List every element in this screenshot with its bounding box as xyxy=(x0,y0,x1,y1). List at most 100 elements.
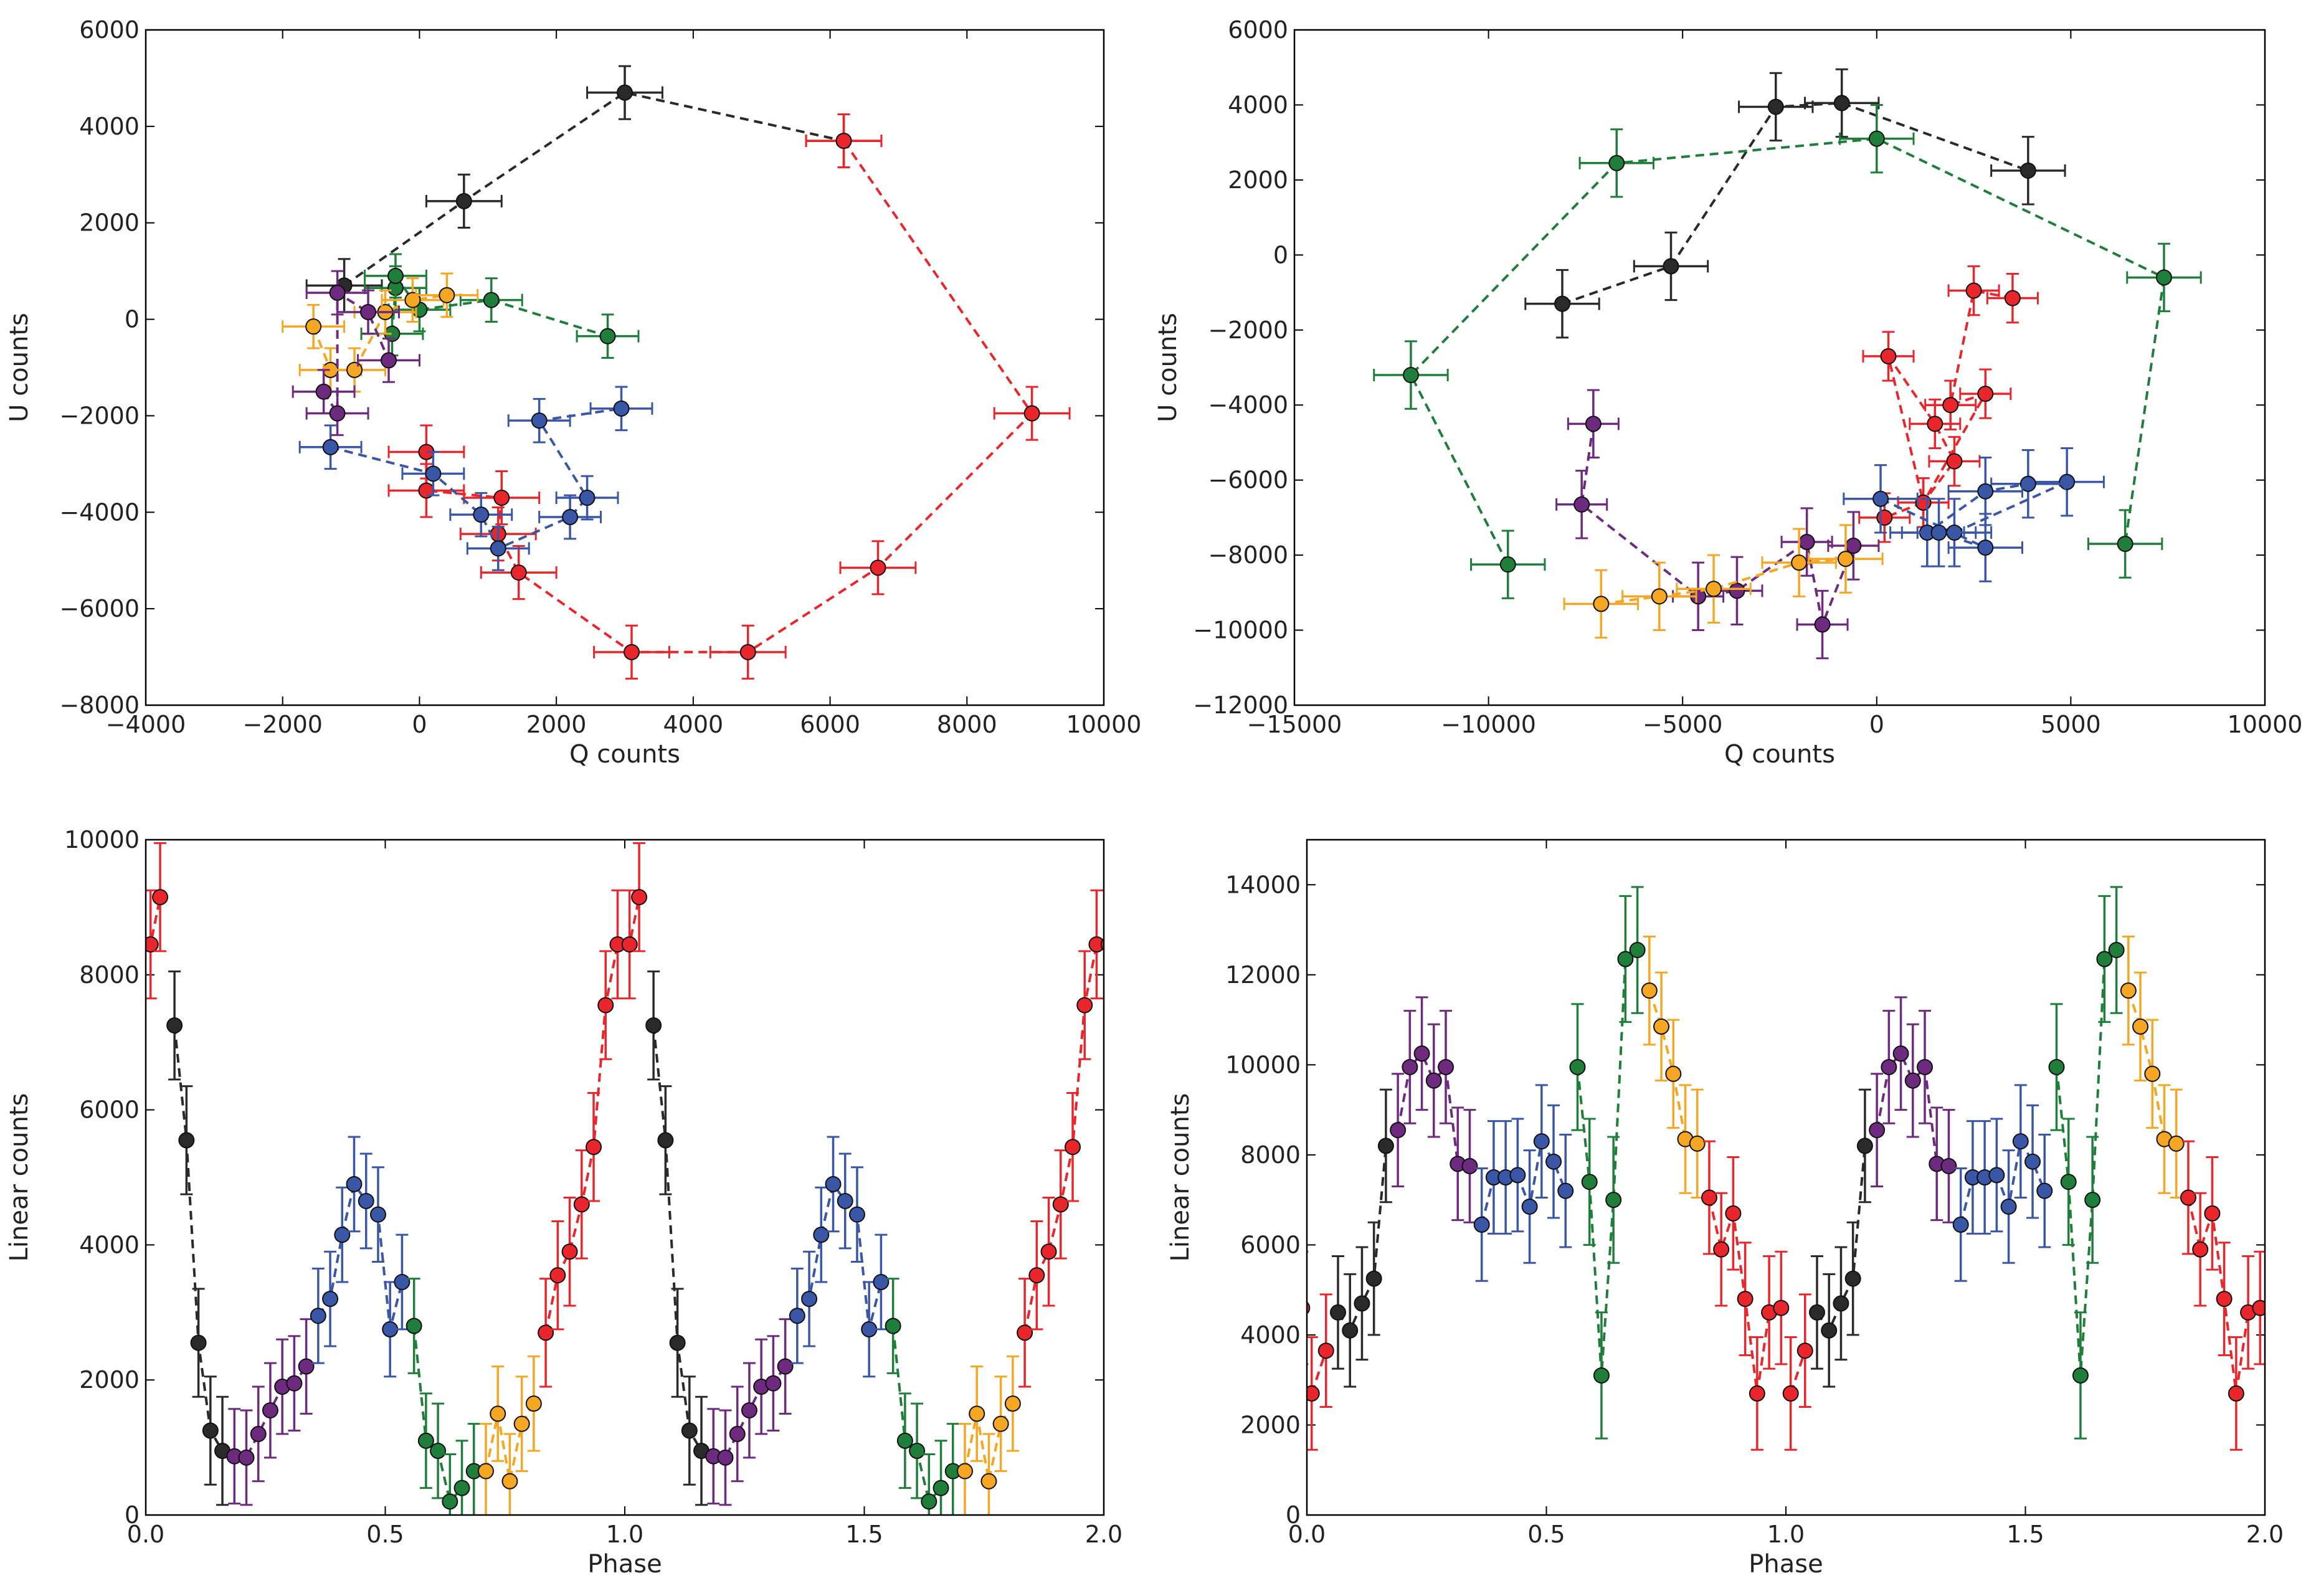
chart-top-left: −4000 −2000 0 2000 4000 6000 8000 10000 −8000 −60… xyxy=(5,16,1141,769)
data-point xyxy=(1876,509,1893,526)
data-point xyxy=(1473,1216,1490,1233)
data-point xyxy=(322,1291,339,1308)
data-point xyxy=(2019,162,2036,179)
series-green xyxy=(406,1278,482,1515)
data-point xyxy=(1808,1304,1825,1321)
data-point xyxy=(1461,1157,1478,1174)
data-point xyxy=(1977,539,1994,556)
data-point xyxy=(1940,1157,1957,1174)
y-tick-label: 8000 xyxy=(1240,1141,1301,1169)
ticks: 0.0 0.5 1.0 1.5 2.0 0 2000 4000 6000 8000 10000 120… xyxy=(1225,840,2284,1548)
data-point xyxy=(1521,1198,1538,1215)
y-tick-label: 4000 xyxy=(79,1231,140,1258)
data-point xyxy=(573,1196,590,1213)
data-point xyxy=(2108,942,2125,959)
data-point xyxy=(1965,282,1982,299)
data-point xyxy=(2192,1241,2209,1258)
data-point xyxy=(2060,1174,2077,1190)
data-point xyxy=(298,1358,315,1375)
data-point xyxy=(2048,1058,2065,1075)
x-tick-label: −5000 xyxy=(1643,711,1723,738)
data-point xyxy=(417,1432,434,1449)
data-point xyxy=(322,439,339,455)
data-point xyxy=(538,1324,554,1341)
x-axis-label: Q counts xyxy=(569,740,680,769)
data-layer xyxy=(1373,68,2202,660)
data-point xyxy=(178,1132,195,1149)
x-tick-label: 0.5 xyxy=(1527,1521,1565,1548)
data-point xyxy=(490,540,506,557)
data-point xyxy=(0,1464,2,1479)
data-point xyxy=(1880,348,1897,364)
data-point xyxy=(2024,1153,2041,1170)
y-tick-label: −2000 xyxy=(1208,316,1288,344)
data-point xyxy=(1749,1385,1765,1402)
data-point xyxy=(531,412,548,429)
data-point xyxy=(1641,982,1658,999)
data-point xyxy=(358,1192,374,1209)
x-tick-label: −10000 xyxy=(1441,711,1536,738)
data-point xyxy=(2180,1189,2196,1206)
error-bar xyxy=(1176,972,1189,1080)
y-tick-label: 2000 xyxy=(79,1366,140,1394)
data-point xyxy=(1076,997,1093,1014)
y-tick-label: 0 xyxy=(125,1501,140,1529)
data-point xyxy=(2000,1198,2017,1215)
y-tick-label: 6000 xyxy=(79,1096,140,1124)
data-point xyxy=(1377,1138,1394,1154)
data-point xyxy=(442,1493,458,1510)
series-line xyxy=(1230,1198,1302,1394)
error-bar xyxy=(1128,1137,1141,1263)
error-bar xyxy=(805,113,883,169)
data-point xyxy=(2072,1367,2089,1384)
data-point xyxy=(1927,416,1943,432)
y-tick-label: −4000 xyxy=(1208,391,1288,419)
data-point xyxy=(579,490,596,506)
data-point xyxy=(1977,386,1994,402)
data-point xyxy=(2117,536,2133,553)
y-tick-label: −8000 xyxy=(59,691,140,719)
data-point xyxy=(1845,538,1862,554)
y-axis-label: U counts xyxy=(5,313,34,422)
data-point xyxy=(1844,1270,1861,1287)
chart-bottom-left: 0.0 0.5 1.0 1.5 2.0 0 2000 4000 6000 8000 10000 Pha… xyxy=(0,826,1124,1579)
data-point xyxy=(2036,1182,2053,1199)
data-point xyxy=(1608,154,1625,171)
data-point xyxy=(1573,496,1590,513)
x-tick-label: 0 xyxy=(1869,711,1884,738)
data-point xyxy=(825,1176,842,1192)
series-orange xyxy=(1641,935,1706,1199)
series-blue xyxy=(298,386,653,571)
series-red xyxy=(1858,265,2039,543)
data-point xyxy=(1837,551,1854,568)
y-tick-label: −4000 xyxy=(59,498,140,526)
data-point xyxy=(1773,1299,1790,1316)
y-tick-label: 4000 xyxy=(1240,1321,1301,1349)
data-point xyxy=(439,287,455,303)
y-tick-label: 0 xyxy=(1286,1501,1301,1529)
series-purple xyxy=(292,270,420,436)
data-point xyxy=(597,997,614,1014)
data-point xyxy=(1017,1324,1033,1341)
data-point xyxy=(394,1274,411,1291)
error-bar xyxy=(1112,843,1124,951)
series-line xyxy=(343,91,844,287)
data-point xyxy=(1413,1045,1430,1062)
data-point xyxy=(717,1449,734,1466)
series-red xyxy=(2180,1140,2265,1451)
series-black xyxy=(1524,68,2066,339)
data-point xyxy=(1569,1058,1586,1075)
data-point xyxy=(1023,405,1040,422)
data-point xyxy=(813,1227,830,1243)
data-point xyxy=(896,1432,913,1449)
x-tick-label: −15000 xyxy=(1247,711,1342,738)
data-point xyxy=(119,998,134,1013)
data-point xyxy=(1199,1132,1214,1147)
data-point xyxy=(1946,453,1963,470)
data-point xyxy=(1605,1192,1622,1209)
data-point xyxy=(992,1415,1009,1432)
data-layer xyxy=(282,65,1071,680)
data-point xyxy=(501,1473,518,1489)
data-point xyxy=(1246,1206,1261,1221)
x-axis-label: Q counts xyxy=(1724,740,1835,769)
